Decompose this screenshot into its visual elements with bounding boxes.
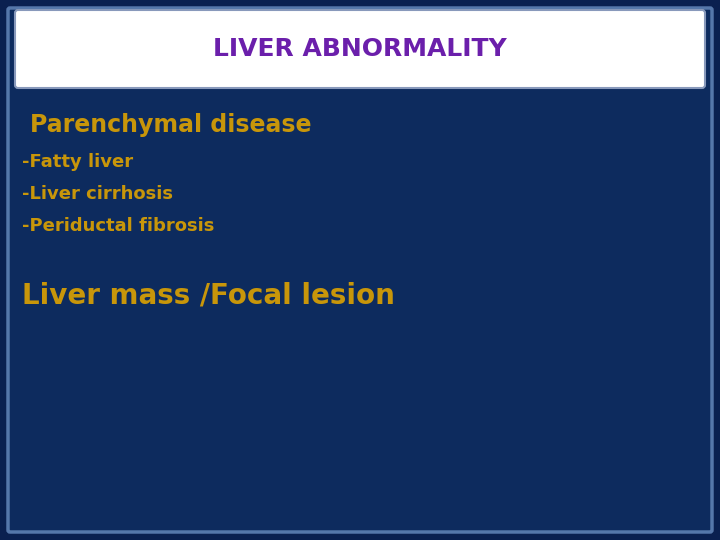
FancyBboxPatch shape <box>15 10 705 88</box>
Text: Liver mass /Focal lesion: Liver mass /Focal lesion <box>22 281 395 309</box>
Text: -Liver cirrhosis: -Liver cirrhosis <box>22 185 173 203</box>
Text: -Periductal fibrosis: -Periductal fibrosis <box>22 217 215 235</box>
Text: -Fatty liver: -Fatty liver <box>22 153 133 171</box>
Text: Parenchymal disease: Parenchymal disease <box>30 113 312 137</box>
Text: LIVER ABNORMALITY: LIVER ABNORMALITY <box>213 37 507 61</box>
